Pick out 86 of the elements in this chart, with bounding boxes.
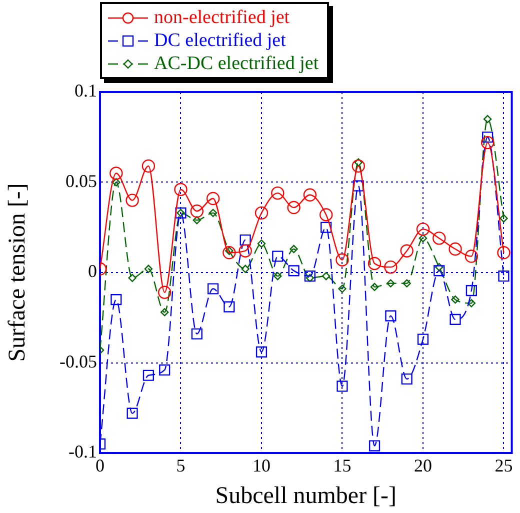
point: [290, 244, 298, 254]
point: [498, 270, 510, 282]
point: [319, 208, 333, 222]
point: [110, 294, 122, 306]
point: [257, 240, 266, 248]
point: [142, 370, 154, 381]
point: [448, 242, 462, 256]
point: [416, 222, 430, 236]
point: [418, 234, 428, 242]
point: [368, 256, 382, 270]
point: [402, 279, 411, 288]
legend-label: DC electrified jet: [154, 29, 286, 52]
point: [322, 272, 330, 280]
point: [274, 272, 282, 280]
x-tick-label: 10: [252, 456, 270, 476]
point: [480, 136, 494, 150]
point: [336, 380, 348, 392]
legend-label: non-electrified jet: [154, 6, 290, 29]
point: [432, 232, 446, 245]
point: [126, 408, 138, 419]
point: [417, 334, 429, 345]
point: [241, 264, 250, 273]
point: [272, 250, 284, 262]
point: [303, 188, 317, 202]
point: [208, 208, 218, 218]
point: [467, 299, 476, 308]
y-tick-label: 0: [88, 261, 97, 282]
legend-label: AC-DC electrified jet: [154, 52, 319, 75]
point: [158, 286, 172, 299]
point: [110, 166, 123, 180]
point: [466, 285, 477, 296]
point: [142, 159, 156, 173]
x-tick-label: 20: [414, 456, 432, 476]
point: [352, 180, 364, 192]
point: [320, 222, 332, 233]
point: [450, 314, 461, 325]
point: [370, 282, 379, 292]
point: [238, 244, 252, 258]
point: [256, 346, 268, 358]
y-tick-label: 0.1: [74, 80, 97, 101]
point: [160, 308, 169, 316]
x-tick-label: 15: [333, 456, 352, 476]
point: [482, 132, 494, 143]
point: [384, 260, 398, 274]
point: [401, 373, 412, 385]
x-tick-label: 25: [494, 456, 513, 476]
point: [304, 270, 316, 282]
point: [174, 182, 188, 196]
point: [483, 114, 492, 124]
point: [336, 253, 349, 266]
point: [435, 262, 444, 272]
x-axis-title: Subcell number [-]: [215, 482, 397, 509]
y-tick-label: -0.1: [68, 442, 97, 462]
point: [159, 364, 170, 376]
point: [191, 328, 202, 340]
point: [434, 265, 445, 276]
point: [306, 274, 314, 282]
point: [500, 214, 508, 222]
point: [287, 200, 300, 214]
point: [144, 264, 153, 273]
point: [192, 216, 201, 224]
y-axis-title: Surface tension [-]: [4, 183, 31, 362]
point: [128, 274, 136, 282]
point: [126, 194, 139, 207]
point: [224, 301, 235, 312]
point: [386, 279, 395, 288]
point: [464, 250, 478, 263]
point: [338, 284, 346, 293]
point: [207, 283, 219, 294]
y-tick-label: 0.05: [66, 170, 97, 191]
point: [497, 246, 510, 260]
point: [271, 186, 284, 200]
point: [206, 192, 220, 206]
point: [352, 159, 365, 173]
point: [222, 246, 236, 260]
point: [368, 440, 380, 452]
point: [385, 310, 396, 322]
point: [288, 265, 300, 276]
point: [190, 204, 204, 218]
point: [400, 244, 414, 258]
x-tick-label: 5: [176, 456, 186, 476]
point: [254, 206, 268, 220]
point: [240, 234, 251, 246]
point: [451, 295, 460, 304]
point: [112, 178, 120, 186]
y-tick-label: -0.05: [60, 351, 97, 372]
